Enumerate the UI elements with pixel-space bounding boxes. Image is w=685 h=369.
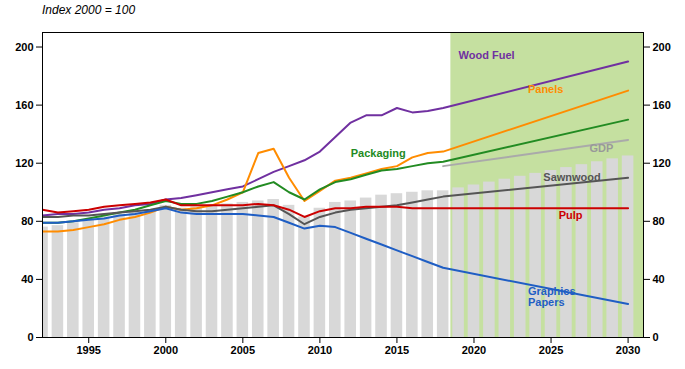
svg-text:2010: 2010 bbox=[308, 344, 332, 356]
svg-text:2030: 2030 bbox=[616, 344, 640, 356]
svg-text:120: 120 bbox=[653, 157, 671, 169]
svg-text:2005: 2005 bbox=[231, 344, 255, 356]
svg-text:40: 40 bbox=[21, 273, 33, 285]
svg-text:40: 40 bbox=[653, 273, 665, 285]
html-text:Index 2000 = 100: Index 2000 = 100 bbox=[42, 3, 136, 17]
svg-text:Pulp: Pulp bbox=[559, 209, 583, 221]
svg-text:Packaging: Packaging bbox=[351, 147, 406, 159]
svg-text:2015: 2015 bbox=[385, 344, 409, 356]
svg-text:0: 0 bbox=[653, 331, 659, 343]
svg-text:80: 80 bbox=[653, 215, 665, 227]
svg-text:Panels: Panels bbox=[528, 83, 563, 95]
svg-text:160: 160 bbox=[15, 99, 33, 111]
svg-text:Sawnwood: Sawnwood bbox=[543, 171, 600, 183]
svg-text:Wood Fuel: Wood Fuel bbox=[459, 49, 515, 61]
svg-text:0: 0 bbox=[27, 331, 33, 343]
svg-text:2020: 2020 bbox=[462, 344, 486, 356]
svg-text:120: 120 bbox=[15, 157, 33, 169]
svg-text:2025: 2025 bbox=[539, 344, 563, 356]
svg-text:1995: 1995 bbox=[76, 344, 100, 356]
svg-text:GDP: GDP bbox=[590, 142, 614, 154]
svg-text:80: 80 bbox=[21, 215, 33, 227]
svg-text:200: 200 bbox=[15, 41, 33, 53]
svg-text:160: 160 bbox=[653, 99, 671, 111]
svg-text:2000: 2000 bbox=[154, 344, 178, 356]
svg-text:GraphicsPapers: GraphicsPapers bbox=[528, 285, 576, 308]
svg-text:200: 200 bbox=[653, 41, 671, 53]
